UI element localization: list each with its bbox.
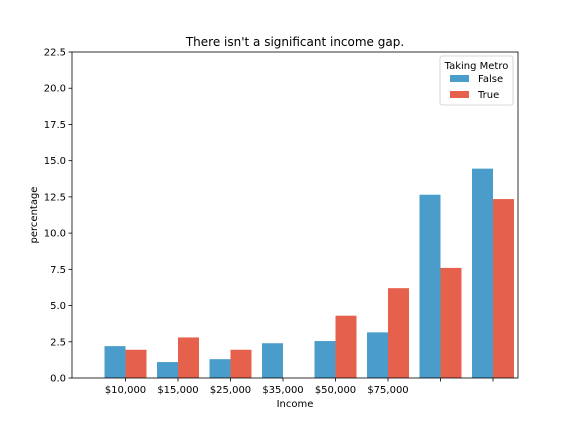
legend-label-true: True bbox=[477, 90, 499, 101]
y-tick-label: 17.5 bbox=[44, 120, 66, 131]
bar-false-0 bbox=[104, 346, 126, 378]
bar-false-2 bbox=[209, 359, 231, 378]
bar-true-6 bbox=[440, 267, 462, 378]
x-axis-label: Income bbox=[277, 399, 314, 410]
x-axis: $10,000 $15,000 $25,000 $35,000 $50,000 $75,0… bbox=[105, 378, 494, 396]
bar-false-5 bbox=[367, 332, 388, 378]
x-tick-label: $10,000 bbox=[105, 385, 146, 396]
legend-swatch-false bbox=[450, 75, 469, 82]
bar-true-0 bbox=[125, 349, 147, 378]
y-tick-label: 10.0 bbox=[44, 229, 66, 240]
x-tick-label: $35,000 bbox=[262, 385, 303, 396]
bar-false-3 bbox=[262, 343, 283, 378]
y-tick-label: 2.5 bbox=[50, 337, 66, 348]
x-tick-label: $15,000 bbox=[157, 385, 198, 396]
bar-false-6 bbox=[419, 194, 441, 378]
y-tick-label: 22.5 bbox=[44, 48, 66, 59]
legend-label-false: False bbox=[478, 74, 503, 85]
legend-swatch-true bbox=[450, 91, 469, 98]
legend: Taking Metro False True bbox=[439, 55, 514, 106]
y-tick-label: 7.5 bbox=[50, 265, 66, 276]
y-tick-label: 12.5 bbox=[44, 192, 66, 203]
y-tick-label: 0.0 bbox=[50, 374, 66, 385]
x-tick-label: $75,000 bbox=[367, 385, 408, 396]
plot-frame bbox=[71, 51, 519, 379]
y-axis: 0.0 2.5 5.0 7.5 10.0 12.5 15.0 17.5 20.0 22.5 bbox=[44, 48, 72, 385]
y-tick-label: 20.0 bbox=[44, 84, 66, 95]
bar-true-1 bbox=[178, 337, 199, 378]
chart-title: There isn't a significant income gap. bbox=[185, 35, 404, 49]
bar-false-7 bbox=[472, 168, 493, 378]
bar-false-4 bbox=[314, 341, 336, 378]
y-tick-label: 5.0 bbox=[50, 301, 66, 312]
bar-true-4 bbox=[335, 315, 357, 378]
legend-title: Taking Metro bbox=[444, 61, 509, 72]
bar-false-1 bbox=[157, 362, 178, 378]
bar-true-5 bbox=[388, 288, 409, 378]
bar-true-2 bbox=[230, 349, 252, 378]
y-tick-label: 15.0 bbox=[44, 156, 66, 167]
y-axis-label: percentage bbox=[29, 187, 40, 244]
x-tick-label: $50,000 bbox=[315, 385, 356, 396]
bars-group bbox=[104, 168, 514, 378]
x-tick-label: $25,000 bbox=[210, 385, 251, 396]
bar-true-7 bbox=[493, 199, 514, 378]
